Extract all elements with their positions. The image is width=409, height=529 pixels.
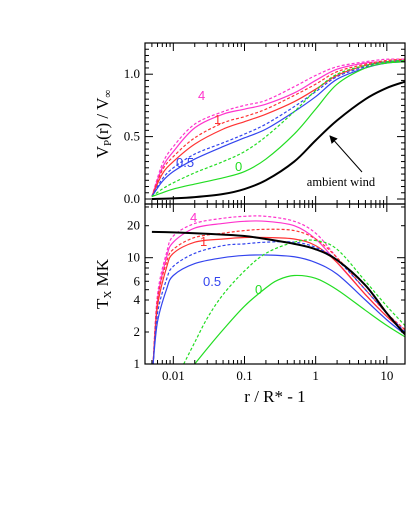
x-tick-label: 10 [380,368,393,383]
curve-label-0: 0 [255,282,262,297]
temperature-y-axis-label: TX MK [93,258,114,309]
curve-label-4: 4 [190,210,197,225]
velocity-panel: 0.0 0.5 1.0 [124,42,406,206]
y-tick-label: 0.5 [124,129,140,144]
x-tick-label: 0.01 [162,368,185,383]
x-tick-label: 0.1 [236,368,252,383]
temperature-panel-frame [144,203,406,365]
curve-label-0: 0 [235,159,242,174]
ambient-wind-label: ambient wind [307,175,376,189]
curve-label-4: 4 [198,88,205,103]
velocity-curves [151,58,405,201]
y-tick-label: 4 [134,292,141,307]
series-line-4-dashed [151,58,405,197]
annotation-arrow [329,135,363,173]
velocity-axis-ticks: 0.0 0.5 1.0 [124,43,405,206]
series-line-0-5-dashed [152,241,405,364]
y-tick-label: 6 [134,273,141,288]
temperature-curve-labels: 4 1 0.5 0 [190,210,262,297]
series-line-4-solid [151,59,405,197]
velocity-curve-labels: 4 1 0.5 0 [176,88,242,174]
x-tick-label: 1 [312,368,319,383]
series-line-0-dashed [151,59,405,197]
series-line-1-solid [151,59,405,197]
curve-label-1: 1 [214,112,221,127]
y-tick-label: 0.0 [124,191,140,206]
series-line-1-dashed [151,58,405,197]
y-tick-label: 10 [127,250,140,265]
series-line-ambient-wind-solid [151,230,405,336]
series-line-0-dashed [183,239,405,364]
y-tick-label: 1.0 [124,66,140,81]
velocity-y-axis-label: VP(r) / V∞ [93,90,114,159]
series-line-0-5-solid [152,254,405,364]
y-tick-label: 1 [134,356,141,371]
curve-label-1: 1 [200,234,207,249]
x-axis-label: r / R* - 1 [244,387,305,406]
ambient-wind-annotation: ambient wind [307,135,376,189]
series-line-0-solid [151,61,405,198]
series-line-ambient-wind-solid [151,80,405,201]
series-line-0-solid [194,274,405,364]
temperature-curves [151,215,405,364]
y-tick-label: 2 [134,324,141,339]
series-line-0-5-dashed [151,59,405,197]
curve-label-0-5: 0.5 [176,155,194,170]
series-line-1-solid [152,236,405,364]
y-tick-label: 20 [127,218,140,233]
curve-label-0-5: 0.5 [203,274,221,289]
